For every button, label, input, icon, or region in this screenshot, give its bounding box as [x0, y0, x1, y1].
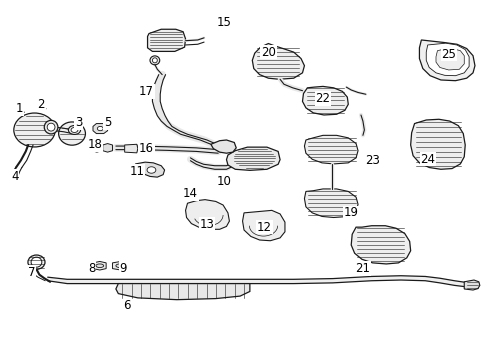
Text: 21: 21	[355, 262, 370, 275]
Text: 2: 2	[38, 99, 45, 112]
Polygon shape	[113, 261, 127, 270]
Text: 13: 13	[199, 218, 215, 231]
Text: 8: 8	[88, 262, 95, 275]
Ellipse shape	[98, 126, 103, 131]
Polygon shape	[147, 29, 186, 51]
Ellipse shape	[31, 257, 42, 267]
Text: 11: 11	[129, 165, 145, 177]
Polygon shape	[186, 200, 229, 229]
Polygon shape	[411, 119, 465, 169]
Text: 7: 7	[28, 266, 35, 279]
Polygon shape	[93, 123, 108, 134]
Text: 18: 18	[88, 139, 102, 152]
Polygon shape	[93, 261, 106, 270]
Polygon shape	[92, 144, 102, 152]
Text: 1: 1	[16, 102, 24, 115]
Ellipse shape	[14, 113, 55, 147]
Polygon shape	[243, 210, 285, 241]
Polygon shape	[135, 162, 165, 177]
Ellipse shape	[44, 120, 58, 134]
Text: 17: 17	[139, 85, 154, 98]
Text: 6: 6	[123, 299, 131, 312]
Polygon shape	[211, 140, 236, 153]
Ellipse shape	[71, 127, 78, 132]
Polygon shape	[252, 44, 304, 79]
Text: 15: 15	[217, 15, 232, 28]
Text: 10: 10	[217, 175, 232, 188]
Polygon shape	[48, 276, 469, 287]
Ellipse shape	[152, 58, 157, 63]
Text: 25: 25	[441, 48, 456, 61]
Ellipse shape	[69, 126, 80, 134]
Polygon shape	[103, 144, 113, 152]
Ellipse shape	[150, 56, 160, 65]
Ellipse shape	[28, 255, 45, 269]
Polygon shape	[351, 226, 411, 264]
Ellipse shape	[96, 264, 104, 267]
Text: 16: 16	[139, 142, 154, 155]
Polygon shape	[464, 280, 480, 290]
Polygon shape	[116, 284, 250, 300]
Text: 5: 5	[104, 116, 111, 129]
Text: 23: 23	[365, 154, 380, 167]
Polygon shape	[124, 144, 138, 153]
Polygon shape	[426, 43, 469, 76]
Polygon shape	[436, 48, 464, 70]
Polygon shape	[226, 147, 280, 170]
Text: 9: 9	[120, 262, 127, 275]
Text: 20: 20	[261, 46, 276, 59]
Ellipse shape	[47, 123, 55, 131]
Polygon shape	[304, 135, 358, 164]
Polygon shape	[419, 40, 475, 81]
Ellipse shape	[59, 122, 85, 145]
Circle shape	[320, 97, 330, 104]
Polygon shape	[302, 86, 348, 115]
Polygon shape	[304, 189, 358, 217]
Text: 14: 14	[183, 187, 198, 200]
Text: 3: 3	[74, 116, 82, 129]
Text: 19: 19	[343, 206, 359, 219]
Text: 4: 4	[11, 170, 19, 183]
Text: 24: 24	[420, 153, 435, 166]
Text: 22: 22	[316, 92, 330, 105]
Text: 12: 12	[257, 221, 272, 234]
Ellipse shape	[147, 167, 156, 173]
Ellipse shape	[116, 264, 123, 267]
